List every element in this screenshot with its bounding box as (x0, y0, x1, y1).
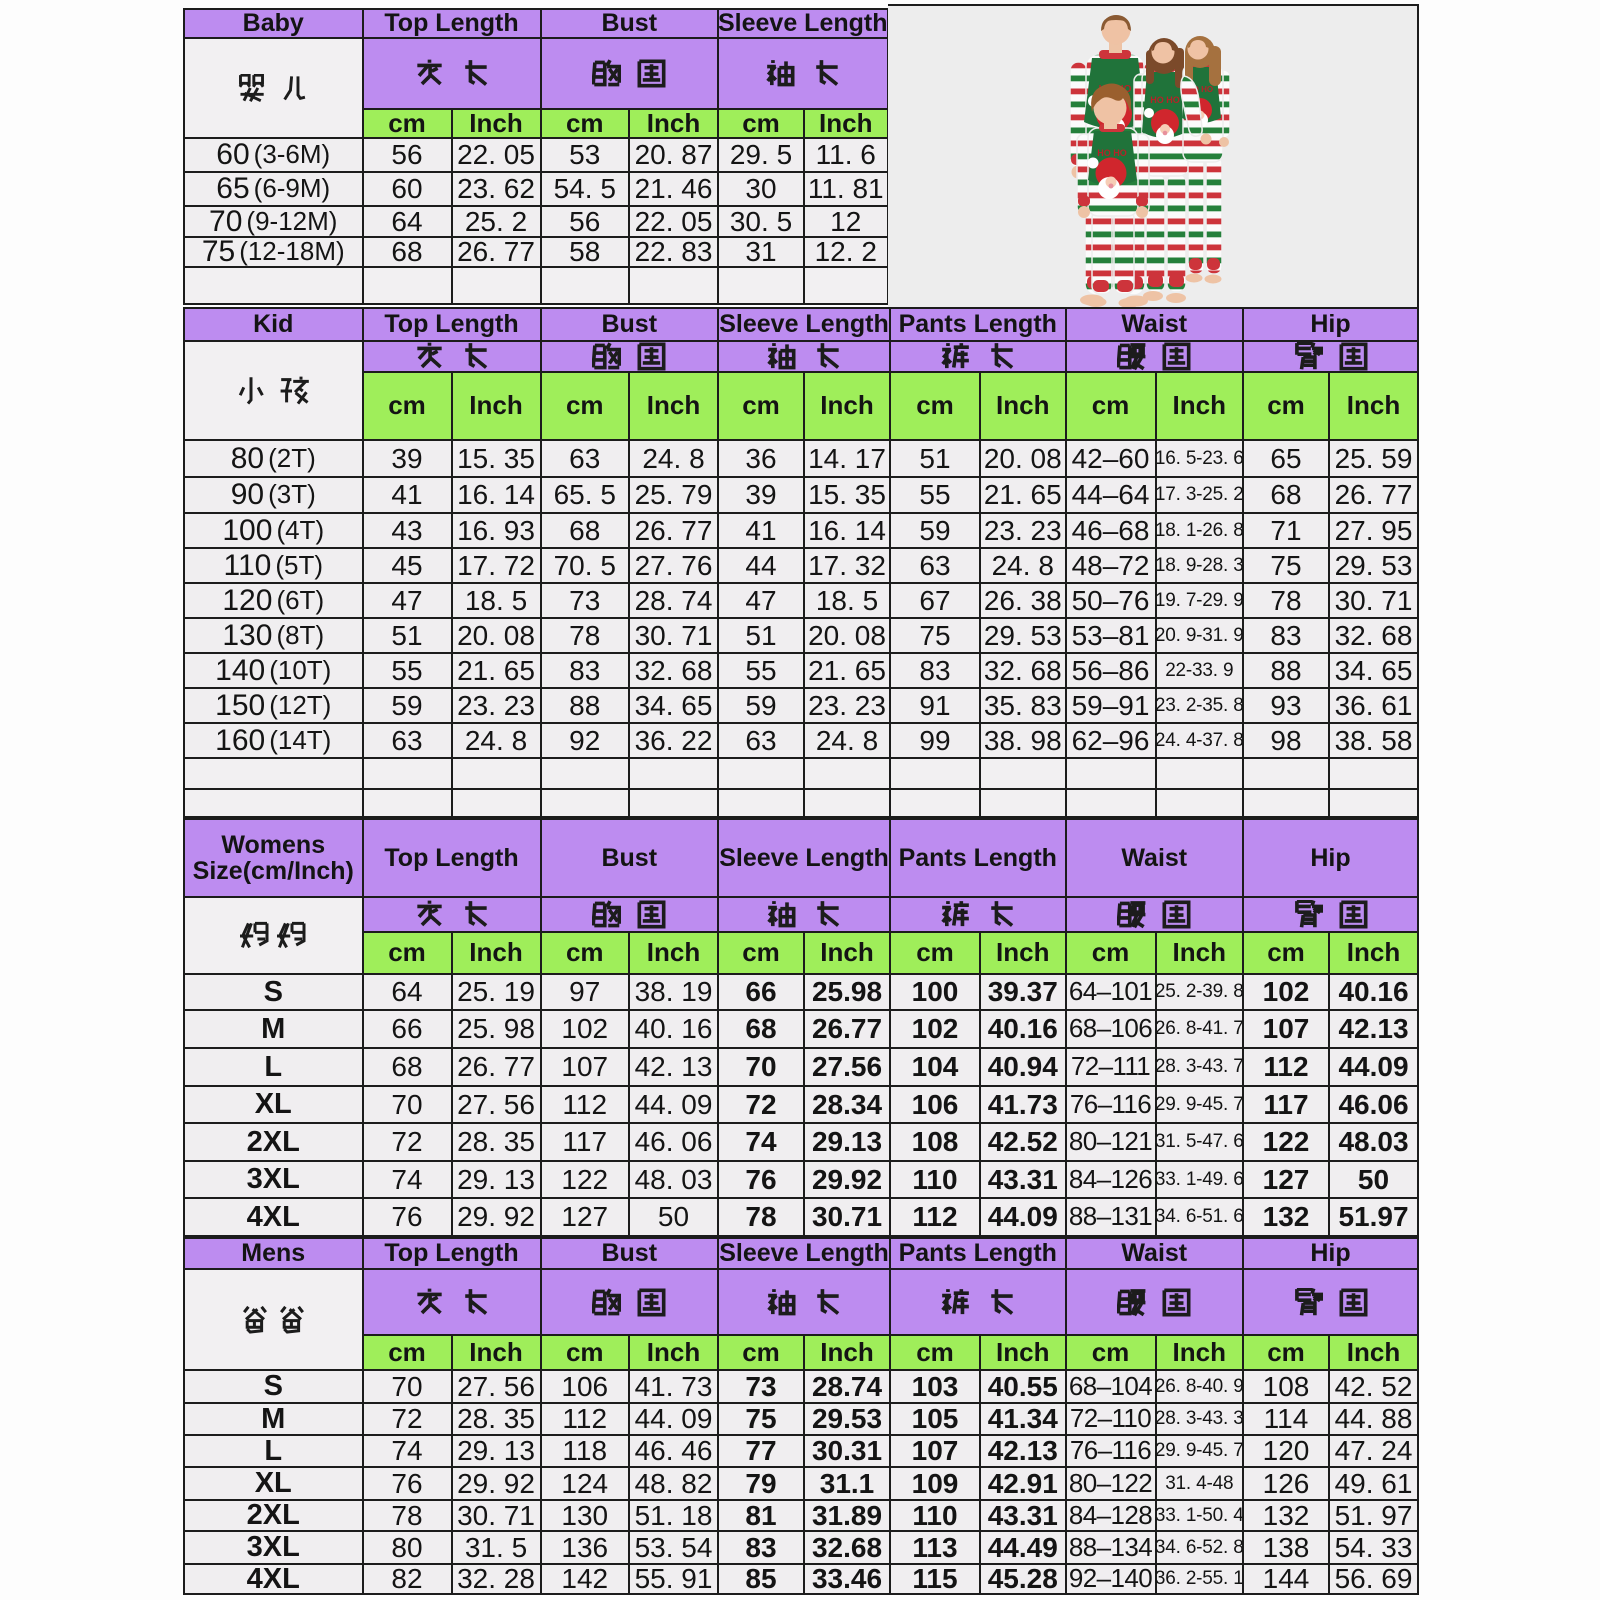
svg-text:HO HO: HO HO (1097, 148, 1127, 158)
svg-text:HO HO: HO HO (1150, 95, 1180, 105)
svg-text:HO HO: HO HO (1187, 85, 1213, 94)
